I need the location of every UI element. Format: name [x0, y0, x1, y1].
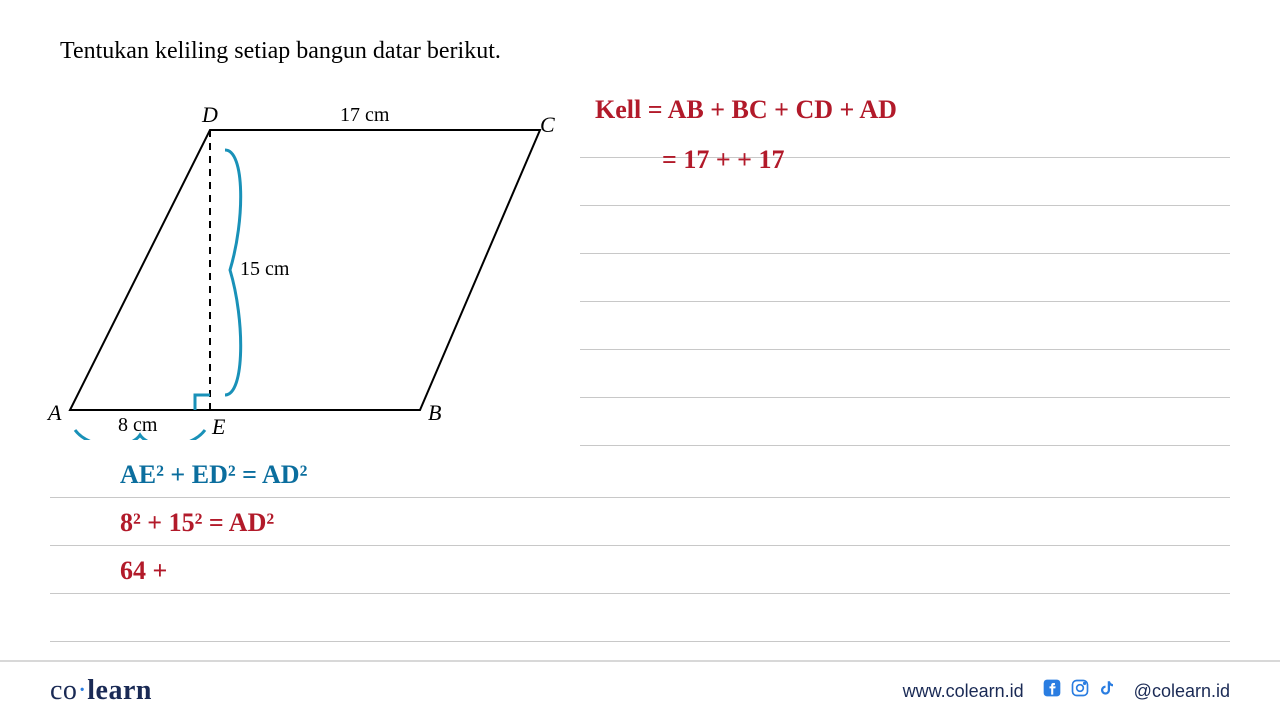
dim-dc: 17 cm	[340, 104, 389, 127]
vertex-a: A	[48, 400, 61, 426]
social-icons	[1042, 678, 1116, 704]
hand-pyth-2: 8² + 15² = AD²	[120, 508, 274, 538]
dim-height: 15 cm	[240, 258, 289, 281]
parallelogram-diagram: D C A B E 17 cm 15 cm 8 cm	[40, 80, 580, 440]
footer-bar: co·learn www.colearn.id @colearn.id	[0, 660, 1280, 720]
vertex-e: E	[212, 414, 225, 440]
hand-pyth-3: 64 +	[120, 556, 167, 586]
vertex-d: D	[202, 102, 218, 128]
hand-pyth-1: AE² + ED² = AD²	[120, 460, 307, 490]
tiktok-icon	[1098, 678, 1116, 704]
instagram-icon	[1070, 678, 1090, 704]
logo-dot-icon: ·	[77, 675, 87, 706]
hand-line-2: = 17 + + 17	[662, 145, 784, 175]
footer-handle: @colearn.id	[1134, 681, 1230, 702]
vertex-c: C	[540, 112, 555, 138]
brand-logo: co·learn	[50, 675, 152, 707]
hand-line-1: Kell = AB + BC + CD + AD	[595, 95, 897, 125]
footer-url: www.colearn.id	[903, 681, 1024, 702]
question-text: Tentukan keliling setiap bangun datar be…	[60, 38, 501, 65]
vertex-b: B	[428, 400, 441, 426]
logo-learn: learn	[87, 675, 152, 706]
facebook-icon	[1042, 678, 1062, 704]
dim-ae: 8 cm	[118, 414, 157, 437]
logo-co: co	[50, 675, 77, 706]
